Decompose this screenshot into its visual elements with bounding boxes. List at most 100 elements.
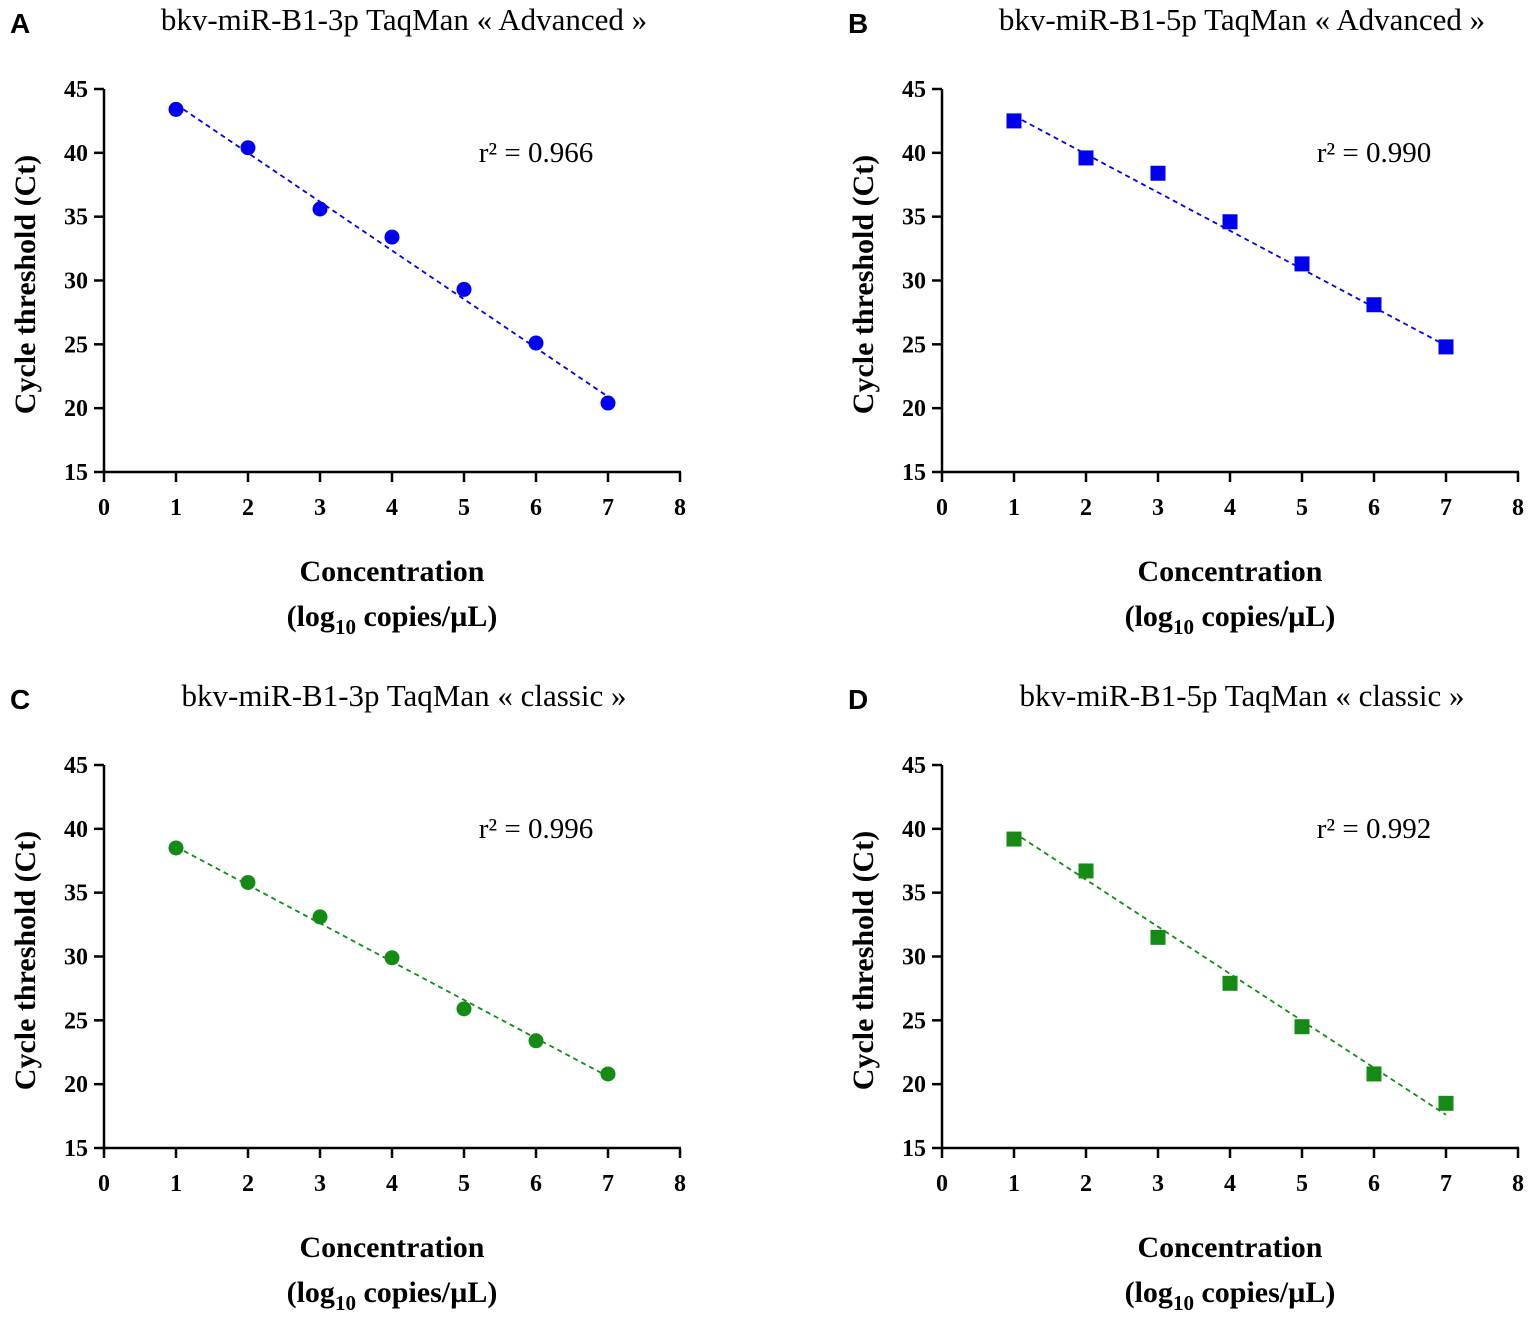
data-point <box>1366 1066 1382 1082</box>
r-squared-annotation: r² = 0.990 <box>1317 137 1431 169</box>
data-point <box>1438 1095 1454 1111</box>
y-tick-label: 35 <box>64 205 88 231</box>
x-tick-label: 5 <box>458 1171 470 1197</box>
x-tick-label: 1 <box>170 495 182 521</box>
x-tick-label: 7 <box>1440 1171 1452 1197</box>
x-axis-units: (log10 copies/µL) <box>287 1276 498 1315</box>
y-tick-label: 25 <box>902 332 926 358</box>
x-tick-label: 2 <box>1080 495 1092 521</box>
data-point <box>384 229 400 245</box>
panel-letter: C <box>10 684 30 715</box>
chart-title: bkv-miR-B1-5p TaqMan « Advanced » <box>999 2 1485 37</box>
x-axis-units: (log10 copies/µL) <box>1125 600 1336 639</box>
data-point <box>240 140 256 156</box>
x-tick-label: 6 <box>1368 495 1380 521</box>
data-point <box>1438 339 1454 355</box>
x-tick-label: 5 <box>458 495 470 521</box>
y-axis-title: Cycle threshold (Ct) <box>847 155 880 414</box>
x-tick-label: 8 <box>674 1171 686 1197</box>
r-squared-annotation: r² = 0.966 <box>479 137 593 169</box>
x-tick-label: 7 <box>602 495 614 521</box>
data-point <box>1078 863 1094 879</box>
chart-title: bkv-miR-B1-5p TaqMan « classic » <box>1020 678 1465 713</box>
x-tick-label: 3 <box>1152 495 1164 521</box>
y-tick-label: 45 <box>64 77 88 103</box>
x-tick-label: 7 <box>602 1171 614 1197</box>
data-point <box>312 201 328 217</box>
y-tick-label: 30 <box>902 269 926 295</box>
data-point <box>528 1033 544 1049</box>
y-tick-label: 45 <box>902 753 926 779</box>
data-point <box>600 395 616 411</box>
x-tick-label: 1 <box>1008 495 1020 521</box>
y-tick-label: 40 <box>902 817 926 843</box>
data-point <box>600 1066 616 1082</box>
x-tick-label: 8 <box>674 495 686 521</box>
r-squared-annotation: r² = 0.996 <box>479 813 593 845</box>
x-tick-label: 4 <box>386 495 398 521</box>
y-tick-label: 30 <box>902 945 926 971</box>
chart-title: bkv-miR-B1-3p TaqMan « classic » <box>182 678 627 713</box>
regression-line <box>1013 831 1447 1116</box>
x-tick-label: 1 <box>1008 1171 1020 1197</box>
x-tick-label: 4 <box>1224 1171 1236 1197</box>
x-tick-label: 2 <box>1080 1171 1092 1197</box>
x-tick-label: 0 <box>936 495 948 521</box>
y-tick-label: 40 <box>64 817 88 843</box>
y-tick-label: 40 <box>64 141 88 167</box>
y-tick-label: 40 <box>902 141 926 167</box>
y-tick-label: 25 <box>902 1008 926 1034</box>
data-point <box>528 335 544 351</box>
y-axis-title: Cycle threshold (Ct) <box>9 155 42 414</box>
data-point <box>384 950 400 966</box>
data-point <box>1006 831 1022 847</box>
x-tick-label: 8 <box>1512 495 1524 521</box>
y-tick-label: 30 <box>64 269 88 295</box>
y-tick-label: 15 <box>64 1136 88 1162</box>
x-tick-label: 3 <box>314 495 326 521</box>
data-point <box>1150 929 1166 945</box>
data-point <box>240 874 256 890</box>
data-point <box>1150 165 1166 181</box>
x-axis-units: (log10 copies/µL) <box>1125 1276 1336 1315</box>
y-tick-label: 15 <box>902 460 926 486</box>
data-point <box>1078 150 1094 166</box>
y-axis-title: Cycle threshold (Ct) <box>847 831 880 1090</box>
x-axis-title: Concentration <box>1138 555 1323 588</box>
data-point <box>456 1001 472 1017</box>
y-tick-label: 15 <box>64 460 88 486</box>
y-tick-label: 35 <box>64 881 88 907</box>
x-tick-label: 5 <box>1296 1171 1308 1197</box>
data-point <box>1366 297 1382 313</box>
x-tick-label: 3 <box>314 1171 326 1197</box>
x-tick-label: 1 <box>170 1171 182 1197</box>
panel-letter: D <box>848 684 868 715</box>
x-tick-label: 2 <box>242 1171 254 1197</box>
data-point <box>168 840 184 856</box>
x-axis-title: Concentration <box>300 1231 485 1264</box>
y-tick-label: 30 <box>64 945 88 971</box>
x-axis-title: Concentration <box>300 555 485 588</box>
data-point <box>1294 1019 1310 1035</box>
x-tick-label: 0 <box>98 495 110 521</box>
y-tick-label: 20 <box>64 1072 88 1098</box>
y-tick-label: 35 <box>902 205 926 231</box>
x-tick-label: 3 <box>1152 1171 1164 1197</box>
x-tick-label: 4 <box>386 1171 398 1197</box>
x-tick-label: 4 <box>1224 495 1236 521</box>
panel-letter: B <box>848 8 868 39</box>
y-tick-label: 20 <box>902 396 926 422</box>
y-tick-label: 25 <box>64 1008 88 1034</box>
data-point <box>1006 113 1022 129</box>
y-tick-label: 35 <box>902 881 926 907</box>
data-point <box>456 281 472 297</box>
x-tick-label: 0 <box>98 1171 110 1197</box>
x-tick-label: 6 <box>530 495 542 521</box>
data-point <box>1222 214 1238 230</box>
x-tick-label: 8 <box>1512 1171 1524 1197</box>
x-axis-title: Concentration <box>1138 1231 1323 1264</box>
